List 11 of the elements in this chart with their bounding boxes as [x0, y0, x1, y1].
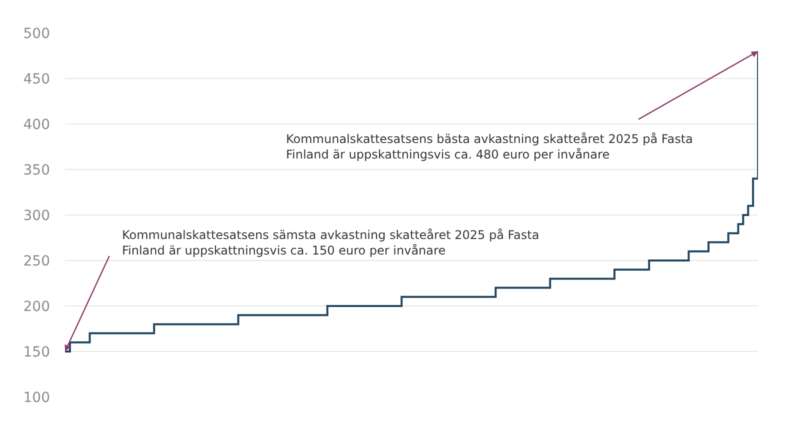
- y-tick-label: 350: [23, 162, 50, 178]
- annotation: Kommunalskattesatsens sämsta avkastning skatteåret 2025 på Fasta Finland är uppskattningsvis ca. 150 euro per invånare: [122, 228, 540, 258]
- annotation: Kommunalskattesatsens bästa avkastning skatteåret 2025 på Fasta Finland är uppskattningsvis ca. 480 euro per invånare: [286, 132, 693, 162]
- y-tick-label: 400: [23, 116, 50, 133]
- y-tick-label: 100: [23, 390, 50, 406]
- y-tick-label: 500: [23, 26, 50, 42]
- y-tick-label: 150: [23, 344, 50, 360]
- y-tick-label: 450: [23, 71, 50, 88]
- y-tick-label: 250: [23, 253, 50, 270]
- y-tick-label: 200: [23, 298, 50, 315]
- y-tick-label: 300: [23, 208, 50, 224]
